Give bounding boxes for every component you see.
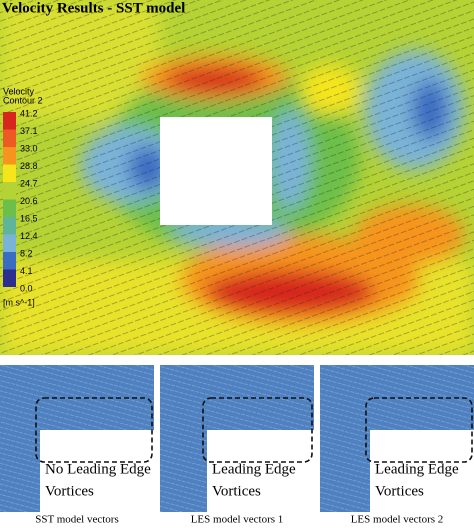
legend-label: 16.5	[20, 213, 38, 223]
velocity-contour-field	[0, 0, 474, 355]
obstacle	[207, 430, 314, 512]
legend: Velocity Contour 2 41.2 37.1 33.0 28.8 24.7 2…	[3, 86, 43, 307]
obstacle	[370, 430, 474, 512]
legend-swatch	[3, 234, 16, 252]
panel-caption: SST model vectors	[35, 514, 119, 526]
legend-label: 12.4	[20, 231, 38, 241]
legend-swatch	[3, 147, 16, 165]
highlight-box	[202, 397, 313, 463]
panel-label: Vortices	[45, 483, 94, 499]
legend-label: 28.8	[20, 161, 38, 171]
legend-swatch	[3, 164, 16, 182]
panel-label: No Leading Edge	[45, 461, 151, 477]
legend-swatch	[3, 252, 16, 270]
panel-label: Vortices	[212, 483, 261, 499]
figure-title: Velocity Results - SST model	[2, 0, 185, 16]
panel-caption: LES model vectors 1	[191, 514, 284, 526]
legend-label: 24.7	[20, 178, 38, 188]
panel-label: Leading Edge	[212, 461, 296, 477]
highlight-box	[365, 397, 473, 463]
panel-label: Vortices	[375, 483, 424, 499]
legend-label: 37.1	[20, 126, 38, 136]
obstacle	[40, 430, 154, 512]
obstacle	[160, 117, 272, 225]
legend-subtitle: Contour 2	[3, 95, 43, 105]
highlight-box	[35, 397, 153, 463]
vector-panels: No Leading Edge Vortices SST model vectors…	[0, 365, 474, 526]
legend-title: Velocity	[3, 86, 35, 96]
panel-label: Leading Edge	[375, 461, 459, 477]
legend-label: 33.0	[20, 143, 38, 153]
panel-caption: LES model vectors 2	[351, 514, 444, 526]
legend-swatch	[3, 129, 16, 147]
legend-swatch	[3, 217, 16, 235]
legend-swatch	[3, 269, 16, 287]
legend-swatch	[3, 112, 16, 130]
legend-swatch	[3, 199, 16, 217]
legend-unit: [m s^-1]	[3, 297, 35, 307]
legend-label: 0.0	[20, 283, 33, 293]
legend-label: 4.1	[20, 266, 33, 276]
legend-label: 20.6	[20, 196, 38, 206]
legend-label: 8.2	[20, 248, 33, 258]
legend-label: 41.2	[20, 108, 38, 118]
legend-swatch	[3, 182, 16, 200]
